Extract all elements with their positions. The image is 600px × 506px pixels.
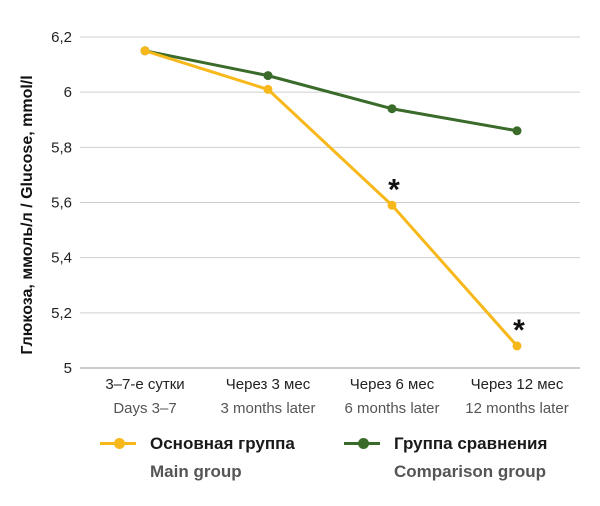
data-point: [263, 84, 273, 94]
y-axis-label: Глюкоза, ммоль/л / Glucose, mmol/l: [19, 75, 36, 354]
y-tick-label: 6,2: [51, 29, 72, 46]
legend-marker-main: [114, 438, 125, 449]
legend-label-comparison: Группа сравнения: [394, 434, 548, 453]
x-tick-label: Через 3 мес: [226, 376, 311, 393]
data-point: [263, 71, 273, 81]
x-tick-label: Через 12 мес: [471, 376, 564, 393]
legend-marker-comparison: [358, 438, 369, 449]
y-tick-label: 5,6: [51, 195, 72, 212]
legend-label-main: Основная группа: [150, 434, 295, 453]
x-tick-label-en: 6 months later: [344, 400, 439, 417]
data-point: [140, 46, 150, 56]
x-tick-label: 3–7-е сутки: [105, 376, 184, 393]
series-line-main: [144, 49, 519, 347]
y-tick-label: 6: [64, 84, 72, 101]
line-chart: Глюкоза, ммоль/л / Glucose, mmol/l 6,2 6 5…: [19, 29, 580, 417]
data-point: [512, 341, 522, 351]
legend-label-main-en: Main group: [150, 462, 242, 481]
y-tick-label: 5,8: [51, 139, 72, 156]
y-tick-label: 5,2: [51, 305, 72, 322]
x-tick-label-en: 3 months later: [220, 400, 315, 417]
x-tick-label-en: Days 3–7: [113, 400, 176, 417]
x-tick-label: Через 6 мес: [350, 376, 435, 393]
significance-marker: *: [388, 173, 400, 206]
y-tick-label: 5: [64, 360, 72, 377]
legend-label-comparison-en: Comparison group: [394, 462, 547, 481]
data-point: [512, 126, 522, 136]
data-point: [387, 104, 397, 114]
x-tick-label-en: 12 months later: [465, 400, 568, 417]
significance-marker: *: [513, 314, 525, 347]
y-tick-label: 5,4: [51, 250, 72, 267]
series-line-comparison: [144, 49, 518, 133]
data-point: [387, 200, 397, 210]
